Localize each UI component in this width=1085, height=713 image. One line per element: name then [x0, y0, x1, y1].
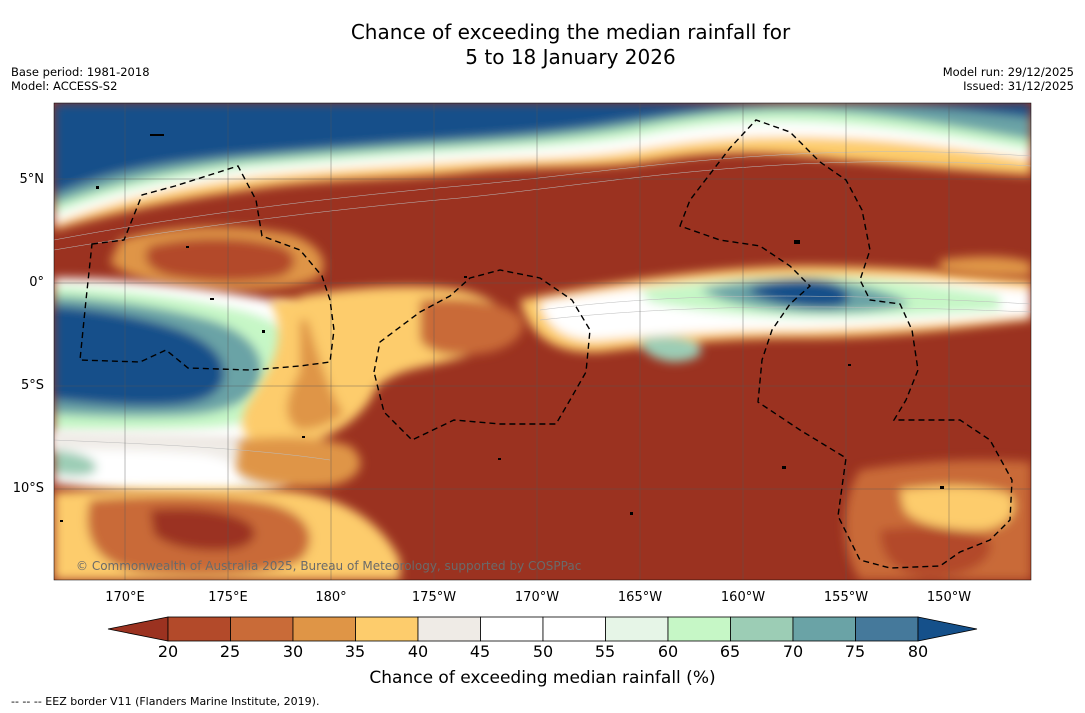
- cbar-tick: 20: [157, 642, 179, 661]
- title-line-2: 5 to 18 January 2026: [465, 45, 676, 69]
- lon-label-165w: 165°W: [617, 590, 663, 605]
- colorbar-title: Chance of exceeding median rainfall (%): [369, 668, 716, 688]
- cbar-tick: 25: [219, 642, 241, 661]
- lon-label-170e: 170°E: [105, 590, 145, 605]
- lon-label-150w: 150°W: [926, 590, 972, 605]
- lat-label-10s: 10°S: [12, 481, 44, 496]
- eez-footnote: -- -- -- EEZ border V11 (Flanders Marine…: [11, 695, 320, 708]
- cbar-tick: 50: [532, 642, 554, 661]
- diagonal-transition: [236, 286, 524, 488]
- cbar-tick: 65: [719, 642, 741, 661]
- lon-label-155w: 155°W: [823, 590, 869, 605]
- issued-date: Issued: 31/12/2025: [963, 79, 1074, 93]
- model-run: Model run: 29/12/2025: [942, 65, 1074, 79]
- nw-dry-patch: [110, 226, 324, 290]
- north-wet-band: [54, 103, 1031, 230]
- map-field: [54, 103, 1031, 580]
- lon-label-180: 180°: [315, 590, 347, 605]
- meta-right: Model run: 29/12/2025 Issued: 31/12/2025: [943, 65, 1074, 93]
- se-dry-patches: [845, 256, 1031, 580]
- sw-light-band: [54, 430, 293, 497]
- lat-label-0: 0°: [29, 275, 44, 290]
- cbar-tick: 35: [344, 642, 366, 661]
- lon-label-170w: 170°W: [514, 590, 560, 605]
- lon-label-160w: 160°W: [720, 590, 766, 605]
- chart-title: Chance of exceeding the median rainfall …: [0, 20, 1085, 70]
- cbar-tick: 60: [657, 642, 679, 661]
- cbar-tick: 80: [907, 642, 929, 661]
- map-frame: [53, 102, 1032, 581]
- cbar-tick: 70: [782, 642, 804, 661]
- sw-dry-mosaic: [54, 487, 400, 580]
- cbar-tick: 45: [469, 642, 491, 661]
- cbar-tick: 75: [844, 642, 866, 661]
- eez-borders: [79, 119, 1013, 569]
- cbar-tick: 40: [407, 642, 429, 661]
- equatorial-wet-tongue: [520, 266, 1031, 362]
- meta-left: Base period: 1981-2018 Model: ACCESS-S2: [11, 65, 150, 93]
- copyright-note: © Commonwealth of Australia 2025, Bureau…: [76, 559, 582, 573]
- graticule: [54, 103, 1031, 580]
- title-line-1: Chance of exceeding the median rainfall …: [350, 20, 791, 44]
- contour-lines: [54, 151, 1031, 461]
- islands: [60, 134, 944, 522]
- lat-label-5s: 5°S: [20, 378, 44, 393]
- base-period: Base period: 1981-2018: [11, 65, 150, 79]
- lat-label-5n: 5°N: [19, 172, 45, 187]
- cbar-tick: 30: [282, 642, 304, 661]
- cbar-tick: 55: [594, 642, 616, 661]
- model-name: Model: ACCESS-S2: [11, 79, 118, 93]
- lon-label-175w: 175°W: [411, 590, 457, 605]
- lon-label-175e: 175°E: [208, 590, 248, 605]
